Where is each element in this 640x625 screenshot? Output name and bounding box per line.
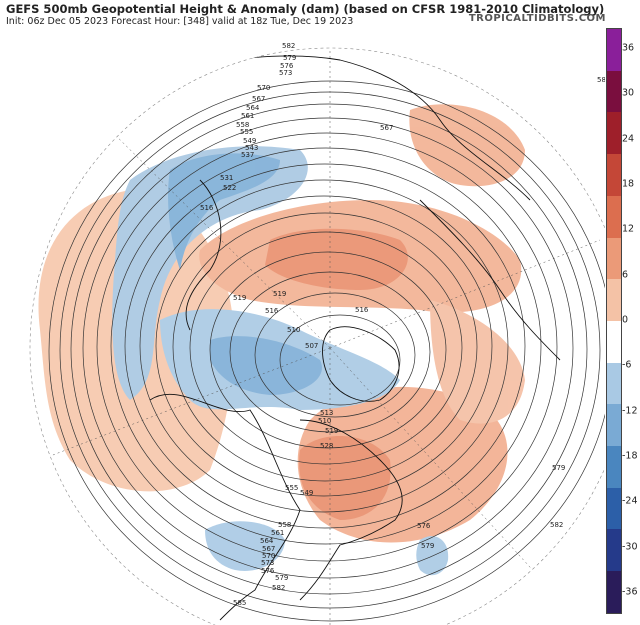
colorbar-tick-label: -12 bbox=[622, 405, 638, 417]
colorbar-tick-label: -36 bbox=[622, 586, 638, 598]
contour-label: 576 bbox=[261, 567, 275, 575]
contour-label: 576 bbox=[280, 62, 294, 70]
contour-labels: 5825795765735705675645615585555495435375… bbox=[200, 42, 605, 607]
anomaly-colorbar bbox=[606, 28, 622, 614]
colorbar-segment bbox=[607, 446, 621, 488]
contour-label: 507 bbox=[305, 342, 318, 350]
contour-label: 510 bbox=[287, 326, 300, 334]
contour-label: 558 bbox=[236, 121, 249, 129]
contour-label: 519 bbox=[233, 294, 246, 302]
colorbar-segment bbox=[607, 487, 621, 530]
contour-label: 528 bbox=[320, 442, 333, 450]
colorbar-segment bbox=[607, 154, 621, 196]
colorbar-segment bbox=[607, 362, 621, 405]
colorbar-segment bbox=[607, 195, 621, 238]
contour-label: 516 bbox=[265, 307, 279, 315]
contour-label: 561 bbox=[271, 529, 284, 537]
colorbar-segment bbox=[607, 70, 621, 113]
colorbar-tick-label: 0 bbox=[622, 314, 629, 326]
contour-label: 573 bbox=[279, 69, 292, 77]
colorbar-segment bbox=[607, 404, 621, 447]
contour-label: 522 bbox=[223, 184, 236, 192]
contour-label: 519 bbox=[273, 290, 286, 298]
contour-label: 564 bbox=[260, 537, 274, 545]
chart-title: GEFS 500mb Geopotential Height & Anomaly… bbox=[6, 2, 605, 16]
contour-label: 579 bbox=[275, 574, 288, 582]
colorbar-tick-label: 18 bbox=[622, 178, 635, 190]
brand-watermark: TROPICALTIDBITS.COM bbox=[468, 13, 606, 24]
colorbar-tick-label: -18 bbox=[622, 450, 638, 462]
contour-label: 510 bbox=[318, 417, 331, 425]
contour-label: 567 bbox=[262, 545, 275, 553]
colorbar-segment bbox=[607, 279, 621, 321]
contour-label: 582 bbox=[550, 521, 563, 529]
coastlines bbox=[149, 55, 561, 621]
height-contours bbox=[48, 80, 605, 622]
contour-label: 519 bbox=[325, 427, 338, 435]
contour-label: 555 bbox=[285, 484, 298, 492]
anomaly-shading bbox=[38, 104, 525, 576]
colorbar-tick-label: 6 bbox=[622, 269, 629, 281]
graticule bbox=[39, 50, 601, 625]
contour-label: 531 bbox=[220, 174, 233, 182]
contour-label: 570 bbox=[257, 84, 270, 92]
contour-label: 558 bbox=[278, 521, 291, 529]
height-anomaly-map: 5825795765735705675645615585555495435375… bbox=[29, 42, 605, 625]
contour-label: 549 bbox=[243, 137, 256, 145]
colorbar-segment bbox=[607, 571, 621, 613]
colorbar-tick-label: -6 bbox=[622, 359, 632, 371]
contour-label: 570 bbox=[262, 552, 275, 560]
contour-label: 564 bbox=[246, 104, 260, 112]
contour-label: 576 bbox=[417, 522, 431, 530]
contour-label: 588 bbox=[597, 76, 605, 84]
map-boundary bbox=[29, 47, 605, 625]
contour-label: 579 bbox=[552, 464, 565, 472]
contour-label: 513 bbox=[320, 409, 333, 417]
contour-label: 585 bbox=[233, 599, 246, 607]
colorbar-tick-label: -30 bbox=[622, 541, 638, 553]
colorbar-tick-label: -24 bbox=[622, 495, 638, 507]
colorbar-segment bbox=[607, 112, 621, 155]
colorbar-segment bbox=[607, 237, 621, 280]
contour-label: 582 bbox=[282, 42, 295, 50]
chart-subtitle: Init: 06z Dec 05 2023 Forecast Hour: [34… bbox=[6, 16, 354, 27]
contour-label: 561 bbox=[241, 112, 254, 120]
colorbar-tick-label: 12 bbox=[622, 223, 635, 235]
colorbar-tick-label: 24 bbox=[622, 133, 635, 145]
contour-label: 567 bbox=[380, 124, 393, 132]
contour-label: 567 bbox=[252, 95, 265, 103]
contour-label: 555 bbox=[240, 128, 253, 136]
contour-label: 543 bbox=[245, 144, 258, 152]
contour-label: 579 bbox=[283, 54, 296, 62]
colorbar-segment bbox=[607, 529, 621, 572]
contour-label: 537 bbox=[241, 151, 254, 159]
contour-label: 573 bbox=[261, 559, 274, 567]
contour-label: 579 bbox=[421, 542, 434, 550]
contour-label: 549 bbox=[300, 489, 313, 497]
contour-label: 516 bbox=[200, 204, 214, 212]
colorbar-tick-label: 36 bbox=[622, 42, 635, 54]
contour-label: 582 bbox=[272, 584, 285, 592]
colorbar-segment bbox=[607, 320, 621, 363]
colorbar-tick-label: 30 bbox=[622, 87, 635, 99]
colorbar-segment bbox=[607, 29, 621, 71]
contour-label: 516 bbox=[355, 306, 369, 314]
